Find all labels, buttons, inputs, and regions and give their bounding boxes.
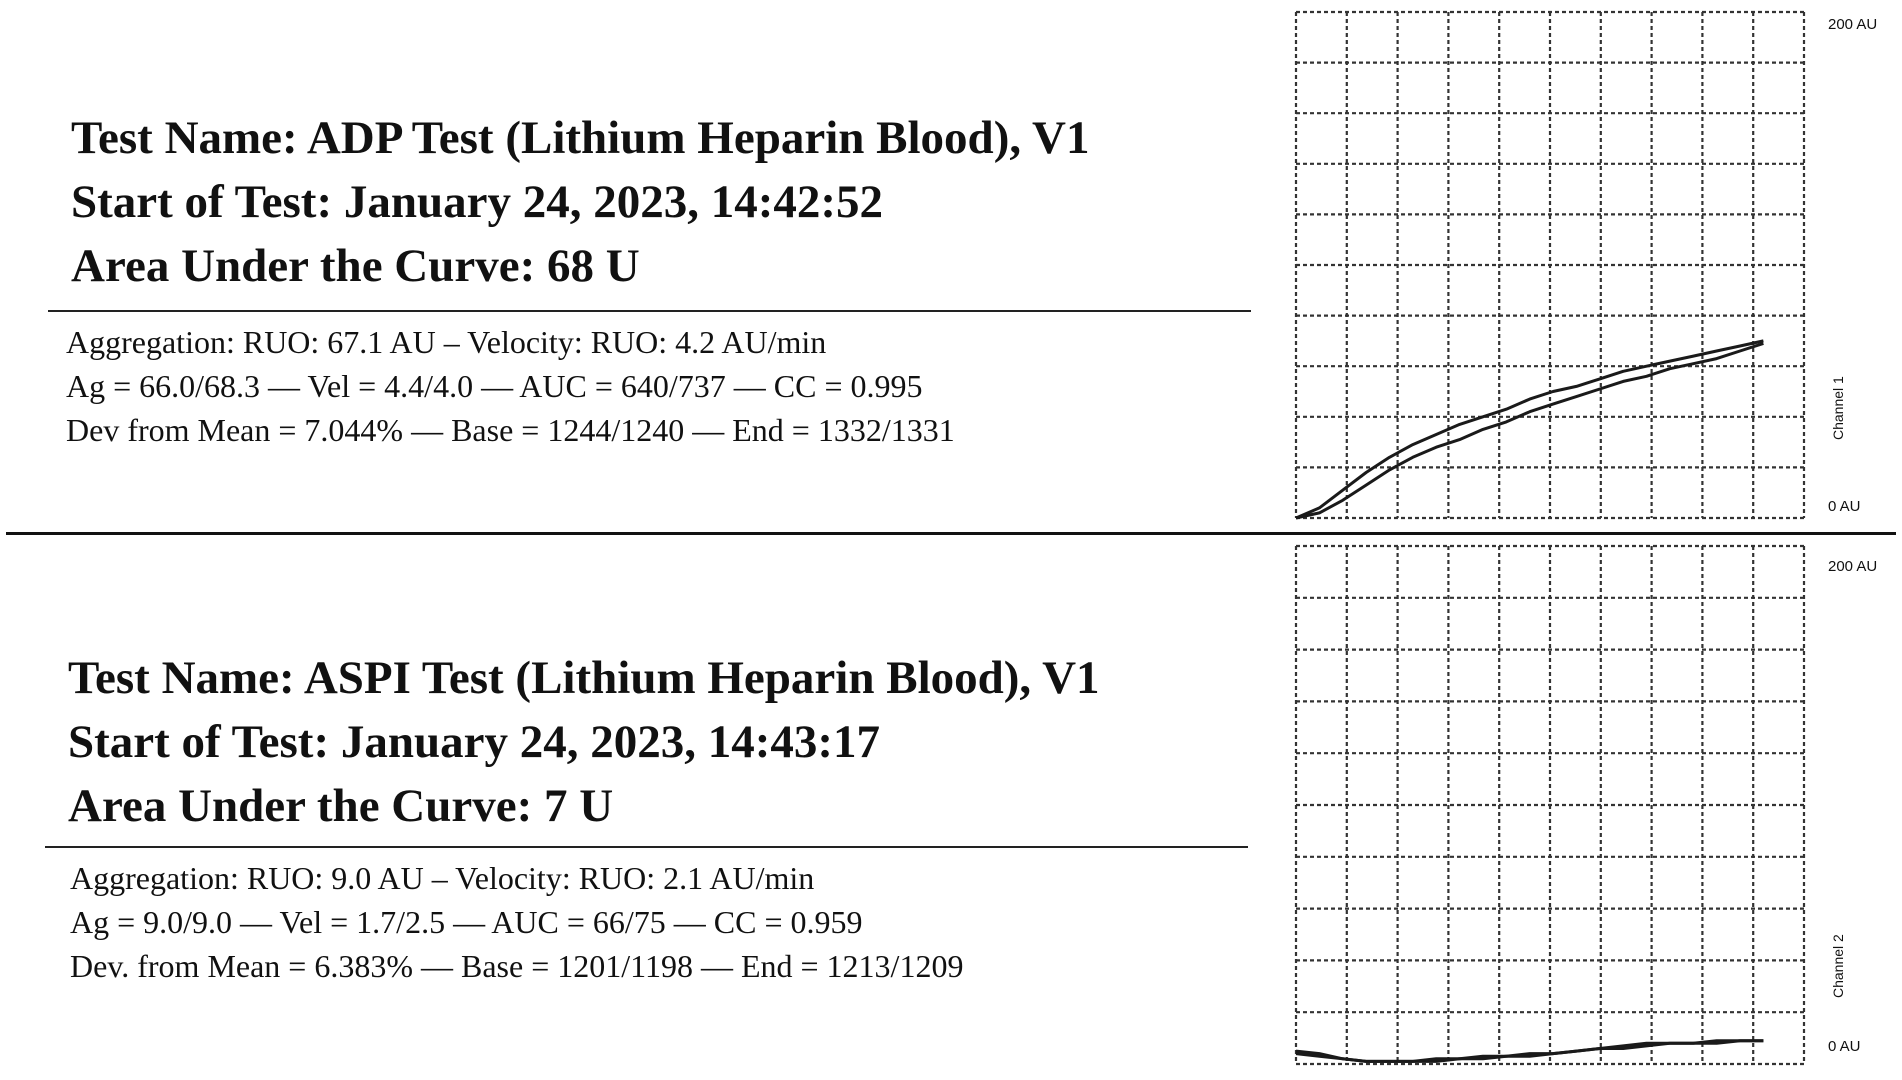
area-under-curve: Area Under the Curve: 7 U xyxy=(68,780,614,832)
header-rule xyxy=(45,846,1248,848)
plot-svg xyxy=(1294,10,1806,520)
aggregation-curve-2 xyxy=(1295,1039,1764,1063)
test-stats: Aggregation: RUO: 67.1 AU – Velocity: RU… xyxy=(66,320,955,452)
channel-label: Channel 2 xyxy=(1830,934,1846,998)
panel-divider xyxy=(6,532,1896,535)
y-axis-min-label: 0 AU xyxy=(1828,1038,1861,1055)
test-header: Test Name: ASPI Test (Lithium Heparin Bl… xyxy=(68,646,1238,838)
test-start-time: Start of Test: January 24, 2023, 14:43:1… xyxy=(68,716,881,768)
aggregation-plot xyxy=(1290,542,1810,1072)
test-header: Test Name: ADP Test (Lithium Heparin Blo… xyxy=(71,106,1241,298)
aggregation-curve-2 xyxy=(1295,341,1764,520)
y-axis-max-label: 200 AU xyxy=(1828,16,1878,33)
test-start-time: Start of Test: January 24, 2023, 14:42:5… xyxy=(71,176,884,228)
area-under-curve: Area Under the Curve: 68 U xyxy=(71,240,640,292)
stat-values: Ag = 66.0/68.3 — Vel = 4.4/4.0 — AUC = 6… xyxy=(66,368,923,404)
stat-aggregation: Aggregation: RUO: 67.1 AU – Velocity: RU… xyxy=(66,324,827,360)
test-name: Test Name: ASPI Test (Lithium Heparin Bl… xyxy=(68,652,1100,704)
aggregation-curve-1 xyxy=(1295,339,1764,520)
channel-label: Channel 1 xyxy=(1830,376,1846,440)
stat-deviation: Dev from Mean = 7.044% — Base = 1244/124… xyxy=(66,412,955,448)
y-axis-max-label: 200 AU xyxy=(1828,558,1878,575)
plot-svg xyxy=(1294,544,1806,1066)
test-panel-adp: Test Name: ADP Test (Lithium Heparin Blo… xyxy=(0,0,1902,538)
stat-values: Ag = 9.0/9.0 — Vel = 1.7/2.5 — AUC = 66/… xyxy=(70,904,863,940)
test-panel-aspi: Test Name: ASPI Test (Lithium Heparin Bl… xyxy=(0,542,1902,1080)
test-stats: Aggregation: RUO: 9.0 AU – Velocity: RUO… xyxy=(70,856,963,988)
y-axis-min-label: 0 AU xyxy=(1828,498,1861,515)
header-rule xyxy=(48,310,1251,312)
stat-aggregation: Aggregation: RUO: 9.0 AU – Velocity: RUO… xyxy=(70,860,815,896)
stat-deviation: Dev. from Mean = 6.383% — Base = 1201/11… xyxy=(70,948,964,984)
aggregation-plot xyxy=(1290,8,1810,526)
test-name: Test Name: ADP Test (Lithium Heparin Blo… xyxy=(71,112,1090,164)
